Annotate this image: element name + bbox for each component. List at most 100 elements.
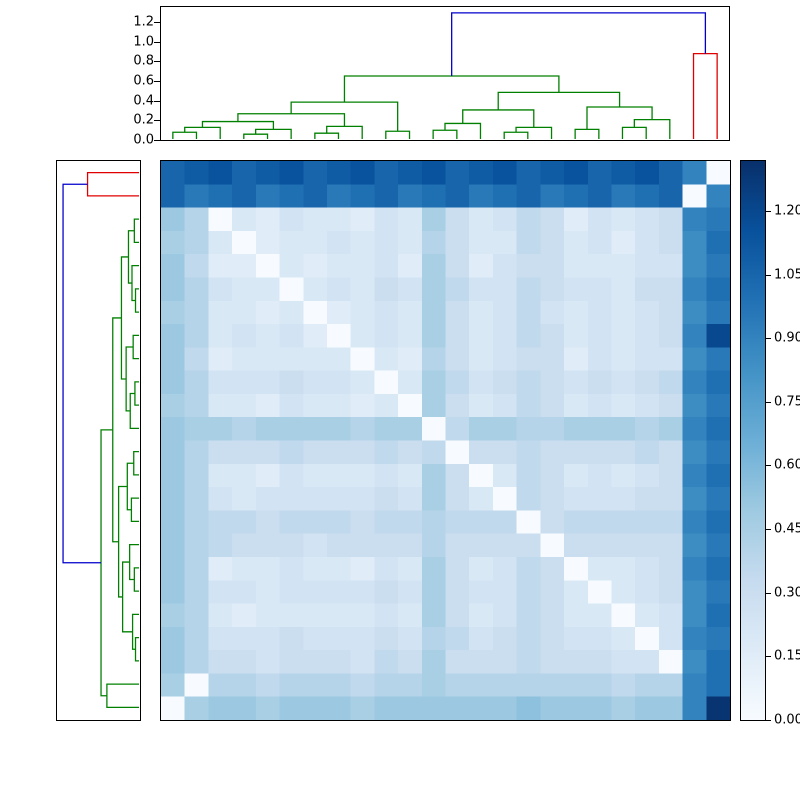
heatmap-cell [658, 603, 683, 627]
heatmap-cell [326, 393, 351, 418]
heatmap-cell [445, 533, 470, 558]
heatmap-cell [706, 603, 730, 627]
heatmap-cell [469, 626, 493, 651]
heatmap-cell [469, 696, 493, 720]
dendrogram-link [106, 683, 140, 708]
colorbar-tick-mark [766, 592, 771, 594]
heatmap-cell [350, 324, 375, 348]
heatmap-cell [232, 440, 256, 464]
heatmap-cell [279, 347, 304, 371]
heatmap-cell [303, 580, 328, 604]
heatmap-cell [350, 300, 375, 325]
heatmap-cell [682, 696, 707, 720]
heatmap-cell [635, 696, 659, 720]
left-dendrogram [56, 160, 141, 721]
heatmap-cell [208, 324, 233, 348]
heatmap-cell [398, 347, 422, 371]
heatmap-cell [492, 487, 517, 511]
heatmap-cell [374, 324, 399, 348]
heatmap-cell [232, 533, 256, 558]
heatmap-cell [232, 324, 256, 348]
heatmap-cell [398, 626, 422, 651]
top-axis-tick-label: 0.0 [133, 132, 154, 148]
heatmap-cell [706, 580, 730, 604]
heatmap-cell [540, 533, 565, 558]
heatmap-cell [564, 393, 588, 418]
heatmap-cell [232, 254, 256, 278]
heatmap-cell [658, 487, 683, 511]
heatmap-cell [682, 580, 707, 604]
heatmap-cell [374, 463, 399, 488]
heatmap-cell [492, 580, 517, 604]
heatmap-cell [540, 347, 565, 371]
dendrogram-link [462, 109, 535, 128]
heatmap-cell [184, 440, 209, 464]
top-dendrogram [160, 6, 730, 141]
heatmap-cell [516, 650, 541, 674]
heatmap-cell [658, 556, 683, 581]
heatmap-cell [374, 300, 399, 325]
colorbar-tick-mark [766, 338, 771, 340]
heatmap-cell [232, 650, 256, 674]
heatmap-cell [516, 696, 541, 720]
top-axis-tick-mark [154, 61, 160, 63]
heatmap-cell [658, 463, 683, 488]
heatmap-cell [374, 393, 399, 418]
heatmap-cell [564, 230, 588, 255]
heatmap-cell [706, 556, 730, 581]
heatmap-cell [350, 370, 375, 394]
heatmap-cell [161, 161, 185, 185]
heatmap-cell [564, 696, 588, 720]
heatmap-cell [682, 650, 707, 674]
heatmap-cell [611, 673, 636, 697]
heatmap-cell [279, 417, 304, 441]
dendrogram-link [130, 497, 140, 523]
top-dendrogram-plot [172, 12, 718, 140]
heatmap-cell [611, 277, 636, 301]
heatmap-cell [682, 277, 707, 301]
heatmap-cell [611, 393, 636, 418]
heatmap-cell [208, 463, 233, 488]
heatmap-cell [398, 370, 422, 394]
heatmap-cell [374, 230, 399, 255]
heatmap-cell [540, 580, 565, 604]
heatmap-cell [445, 324, 470, 348]
heatmap-cell [374, 417, 399, 441]
heatmap-cell [255, 556, 280, 581]
dendrogram-link [633, 118, 671, 140]
heatmap-cell [492, 161, 517, 185]
heatmap-cell [469, 556, 493, 581]
heatmap-cell [208, 673, 233, 697]
heatmap-cell [516, 184, 541, 208]
dendrogram-link [117, 485, 128, 598]
heatmap-cell [540, 673, 565, 697]
heatmap-cell [184, 463, 209, 488]
heatmap-cell [398, 393, 422, 418]
dendrogram-link [134, 381, 140, 406]
heatmap-cell [540, 324, 565, 348]
heatmap-cell [184, 650, 209, 674]
heatmap-cell [398, 510, 422, 534]
heatmap-cell [279, 650, 304, 674]
heatmap-cell [374, 161, 399, 185]
heatmap-cell [303, 347, 328, 371]
heatmap-cell [682, 533, 707, 558]
heatmap-cell [255, 487, 280, 511]
heatmap-cell [184, 230, 209, 255]
heatmap-cell [374, 650, 399, 674]
heatmap-cell [564, 603, 588, 627]
dendrogram-link [503, 131, 529, 140]
heatmap-cell [326, 324, 351, 348]
heatmap-cell [208, 277, 233, 301]
heatmap-cell [208, 230, 233, 255]
heatmap-cell [303, 487, 328, 511]
top-axis-tick-label: 0.8 [133, 53, 154, 69]
heatmap-cell [184, 417, 209, 441]
colorbar-tick-label: 1.05 [774, 267, 800, 283]
heatmap-cell [350, 673, 375, 697]
heatmap-cell [208, 696, 233, 720]
heatmap-cell [184, 487, 209, 511]
heatmap-cell [706, 230, 730, 255]
heatmap-cell [706, 161, 730, 185]
heatmap-cell [374, 696, 399, 720]
